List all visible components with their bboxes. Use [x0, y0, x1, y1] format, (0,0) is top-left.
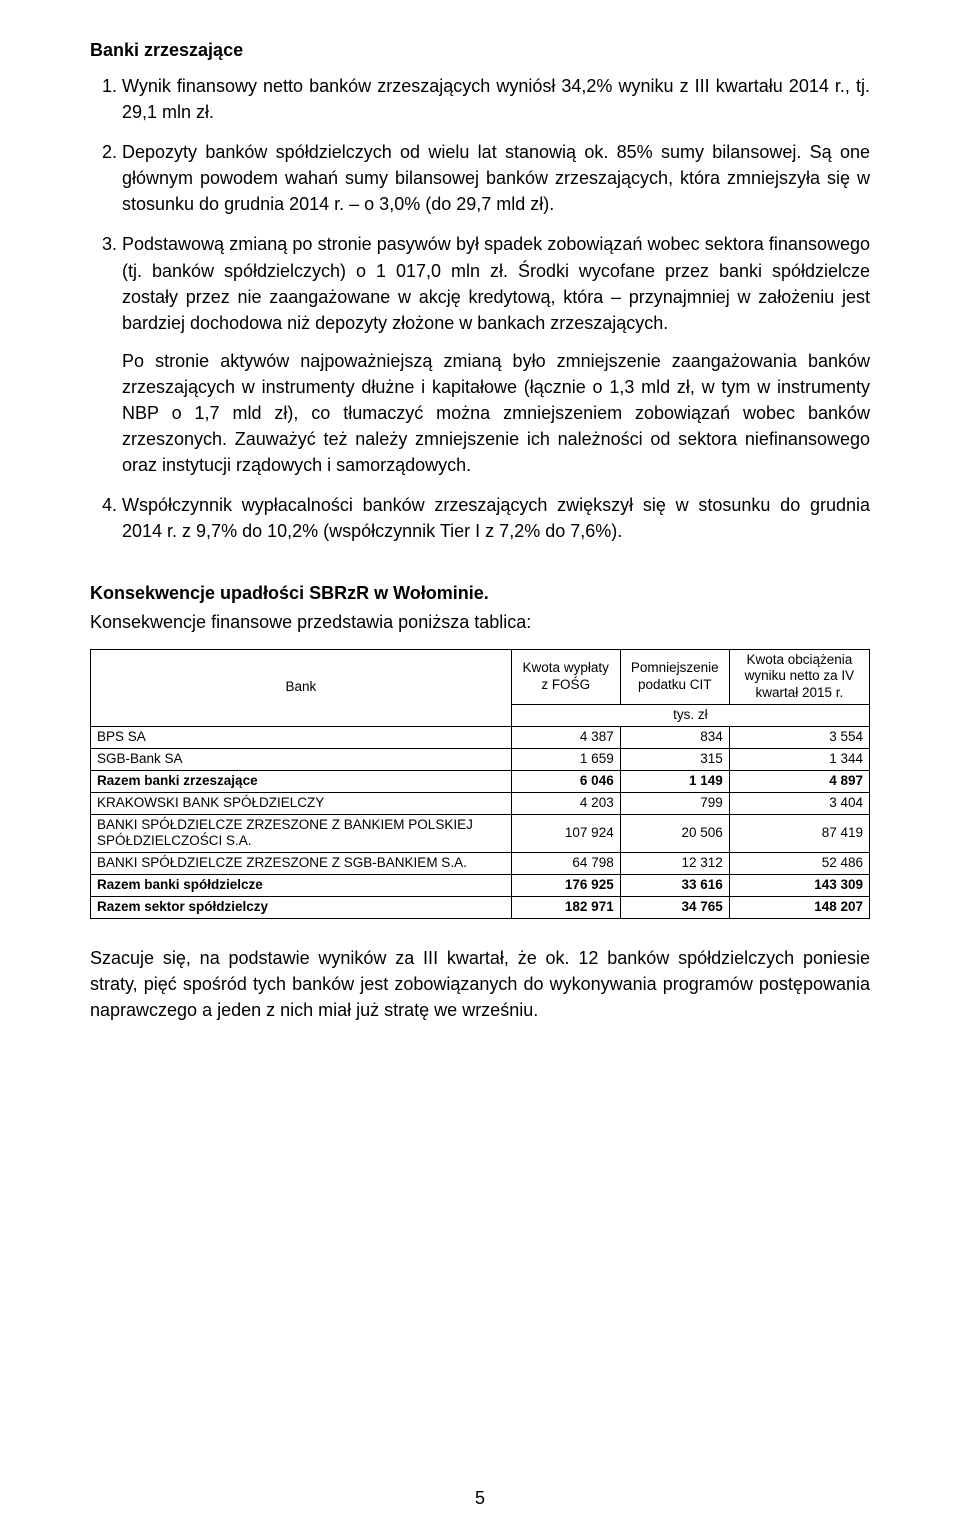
table-row: Razem sektor spółdzielczy182 97134 76514…: [91, 897, 870, 919]
list-item-text: Współczynnik wypłacalności banków zrzesz…: [122, 495, 870, 541]
table-cell: 143 309: [729, 875, 869, 897]
table-header-col3: Kwota obciążenia wyniku netto za IV kwar…: [729, 649, 869, 705]
list-item-text: Depozyty banków spółdzielczych od wielu …: [122, 142, 870, 214]
table-header-col1: Kwota wypłaty z FOŚG: [511, 649, 620, 705]
table-cell: 834: [620, 727, 729, 749]
table-cell: 4 203: [511, 792, 620, 814]
consequences-table: Bank Kwota wypłaty z FOŚG Pomniejszenie …: [90, 649, 870, 919]
table-cell: 87 419: [729, 814, 869, 853]
table-cell-label: Razem sektor spółdzielczy: [91, 897, 512, 919]
table-cell: 315: [620, 748, 729, 770]
section-heading-top: Banki zrzeszające: [90, 40, 870, 61]
list-item-follow: Po stronie aktywów najpoważniejszą zmian…: [122, 348, 870, 478]
table-cell-label: KRAKOWSKI BANK SPÓŁDZIELCZY: [91, 792, 512, 814]
table-unit: tys. zł: [511, 705, 869, 727]
list-item: Współczynnik wypłacalności banków zrzesz…: [122, 492, 870, 544]
table-cell: 148 207: [729, 897, 869, 919]
table-header-bank: Bank: [91, 649, 512, 727]
section-subline: Konsekwencje finansowe przedstawia poniż…: [90, 612, 870, 633]
table-cell-label: Razem banki spółdzielcze: [91, 875, 512, 897]
table-cell-label: BANKI SPÓŁDZIELCZE ZRZESZONE Z BANKIEM P…: [91, 814, 512, 853]
table-cell: 20 506: [620, 814, 729, 853]
table-cell: 176 925: [511, 875, 620, 897]
table-row: SGB-Bank SA1 6593151 344: [91, 748, 870, 770]
table-cell: 107 924: [511, 814, 620, 853]
table-cell: 34 765: [620, 897, 729, 919]
page-number: 5: [0, 1488, 960, 1509]
table-cell: 4 897: [729, 770, 869, 792]
table-row: BANKI SPÓŁDZIELCZE ZRZESZONE Z BANKIEM P…: [91, 814, 870, 853]
table-row: Razem banki spółdzielcze176 92533 616143…: [91, 875, 870, 897]
table-cell: 52 486: [729, 853, 869, 875]
table-cell: 12 312: [620, 853, 729, 875]
table-cell-label: Razem banki zrzeszające: [91, 770, 512, 792]
list-item: Depozyty banków spółdzielczych od wielu …: [122, 139, 870, 217]
list-item: Podstawową zmianą po stronie pasywów był…: [122, 231, 870, 478]
table-cell: 3 554: [729, 727, 869, 749]
table-cell: 182 971: [511, 897, 620, 919]
list-item-text: Wynik finansowy netto banków zrzeszający…: [122, 76, 870, 122]
table-row: BANKI SPÓŁDZIELCZE ZRZESZONE Z SGB-BANKI…: [91, 853, 870, 875]
table-cell-label: BANKI SPÓŁDZIELCZE ZRZESZONE Z SGB-BANKI…: [91, 853, 512, 875]
table-cell-label: BPS SA: [91, 727, 512, 749]
table-cell-label: SGB-Bank SA: [91, 748, 512, 770]
table-cell: 33 616: [620, 875, 729, 897]
table-header-col2: Pomniejszenie podatku CIT: [620, 649, 729, 705]
table-cell: 4 387: [511, 727, 620, 749]
table-row: KRAKOWSKI BANK SPÓŁDZIELCZY4 2037993 404: [91, 792, 870, 814]
section-heading-consequences: Konsekwencje upadłości SBRzR w Wołominie…: [90, 583, 870, 604]
table-cell: 6 046: [511, 770, 620, 792]
table-cell: 1 659: [511, 748, 620, 770]
table-row: BPS SA4 3878343 554: [91, 727, 870, 749]
numbered-list: Wynik finansowy netto banków zrzeszający…: [90, 73, 870, 545]
list-item-text: Podstawową zmianą po stronie pasywów był…: [122, 234, 870, 332]
table-cell: 1 344: [729, 748, 869, 770]
closing-paragraph: Szacuje się, na podstawie wyników za III…: [90, 945, 870, 1023]
table-cell: 64 798: [511, 853, 620, 875]
table-row: Razem banki zrzeszające6 0461 1494 897: [91, 770, 870, 792]
table-cell: 3 404: [729, 792, 869, 814]
table-cell: 799: [620, 792, 729, 814]
table-cell: 1 149: [620, 770, 729, 792]
list-item: Wynik finansowy netto banków zrzeszający…: [122, 73, 870, 125]
